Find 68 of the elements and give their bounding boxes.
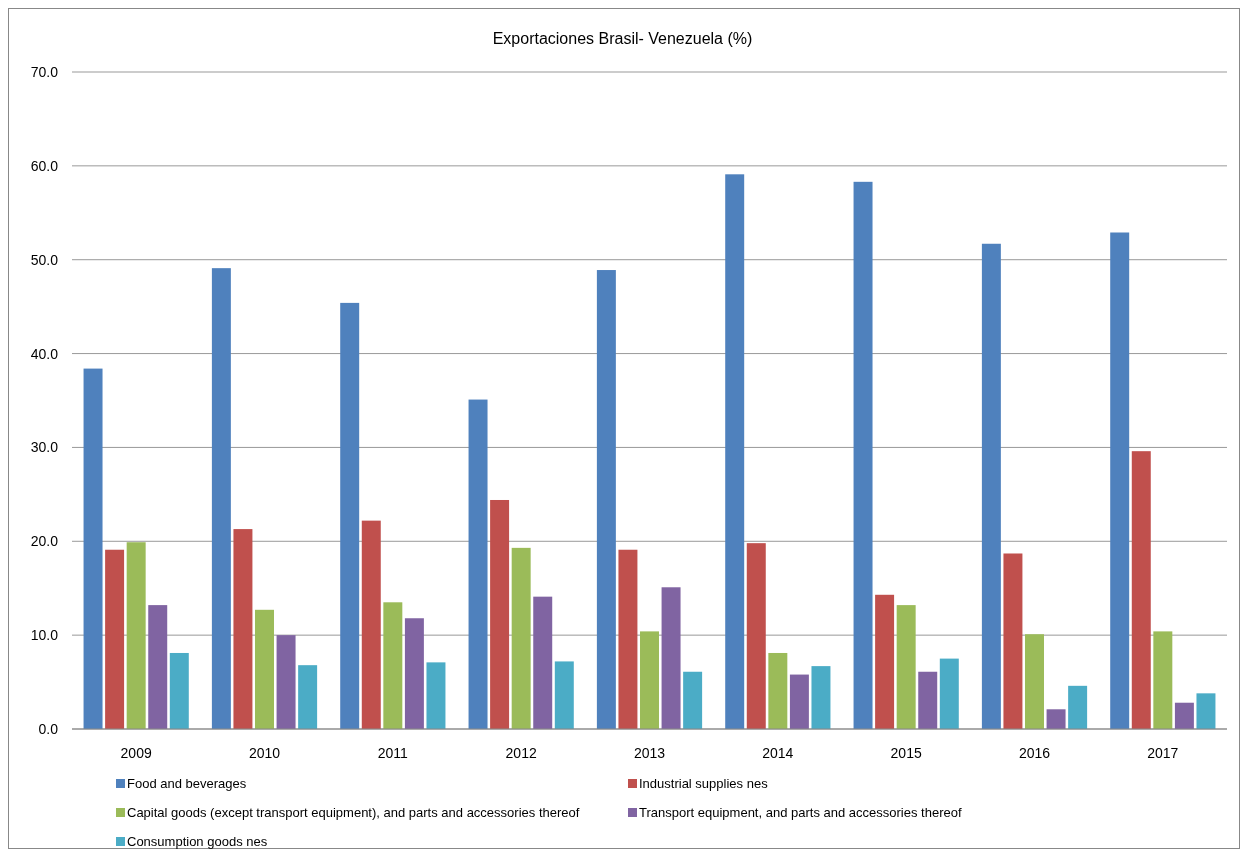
bar [383, 602, 403, 729]
y-tick-label: 20.0 [30, 533, 59, 550]
x-tick-label: 2013 [633, 745, 666, 761]
bar [1196, 693, 1216, 729]
bar [1003, 553, 1023, 729]
x-tick-label: 2014 [762, 745, 794, 761]
bar [768, 652, 788, 729]
bar [683, 671, 703, 729]
bar [981, 243, 1001, 729]
bar [640, 631, 659, 729]
bar [725, 174, 745, 729]
x-tick-label: 2016 [1018, 745, 1051, 761]
bar [1046, 709, 1066, 729]
bar [853, 181, 873, 729]
y-tick-label: 0.0 [38, 721, 59, 737]
bar [746, 543, 766, 729]
bar [789, 674, 809, 729]
y-tick-label: 60.0 [30, 157, 59, 174]
bar [533, 596, 553, 729]
bar [618, 549, 638, 729]
bar [169, 652, 189, 729]
y-tick-label: 50.0 [30, 251, 59, 268]
y-tick-label: 70.0 [30, 64, 59, 80]
bar [1153, 631, 1173, 729]
bar [105, 549, 125, 729]
bar [1110, 232, 1130, 729]
bar [596, 270, 616, 729]
y-tick-label: 10.0 [30, 627, 59, 644]
legend-label: Industrial supplies nes [639, 776, 769, 791]
bar [1131, 451, 1151, 729]
y-tick-label: 30.0 [30, 439, 59, 456]
bar [340, 302, 360, 729]
bar [554, 661, 574, 729]
legend-label: Consumption goods nes [127, 834, 268, 849]
bar [468, 399, 488, 729]
legend-label: Transport equipment, and parts and accessories thereof [639, 805, 962, 820]
bar [896, 605, 916, 729]
x-tick-label: 2011 [377, 745, 409, 761]
x-tick-label: 2012 [505, 745, 537, 761]
legend-label: Food and beverages [127, 776, 247, 791]
bar [661, 587, 681, 729]
bar [939, 658, 959, 729]
y-tick-label: 40.0 [30, 345, 59, 362]
bar [875, 594, 895, 729]
bar [298, 665, 318, 729]
bar [148, 605, 168, 729]
bar [211, 268, 231, 729]
bar [404, 618, 424, 729]
bar [233, 529, 253, 729]
bar [490, 499, 510, 729]
bar [83, 368, 103, 729]
bar [811, 666, 831, 729]
x-tick-label: 2009 [120, 745, 152, 761]
bar [918, 671, 938, 729]
bar [1174, 702, 1194, 729]
x-tick-label: 2015 [890, 745, 922, 761]
bar [426, 662, 446, 729]
bar [1068, 685, 1088, 729]
bar [126, 542, 146, 729]
bar [361, 520, 381, 729]
x-tick-label: 2017 [1147, 745, 1179, 761]
bar [1025, 634, 1044, 729]
bar [276, 635, 296, 729]
legend-label: Capital goods (except transport equipment), and parts and accessories thereof [127, 805, 580, 820]
bar [511, 547, 531, 729]
x-tick-label: 2010 [248, 745, 281, 761]
bar [255, 609, 274, 729]
chart-title: Exportaciones Brasil- Venezuela (%) [492, 30, 753, 47]
